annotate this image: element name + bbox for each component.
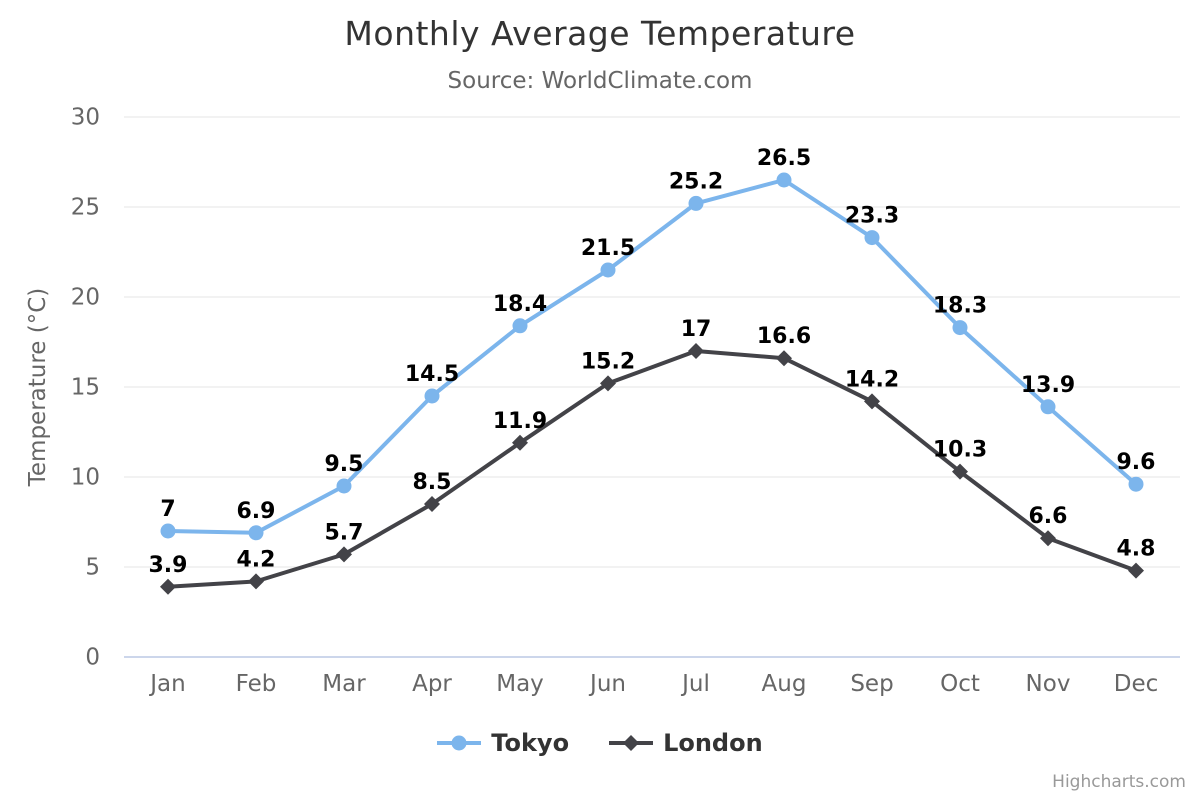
x-axis-label: Apr — [412, 671, 452, 697]
legend-item-tokyo[interactable]: Tokyo — [437, 729, 569, 757]
legend-label-london: London — [663, 729, 763, 757]
data-label-tokyo: 9.5 — [325, 452, 364, 477]
x-axis-label: Sep — [850, 671, 893, 697]
data-point-marker-london[interactable] — [512, 434, 528, 451]
y-axis-title: Temperature (°C) — [25, 287, 51, 487]
legend-item-london[interactable]: London — [609, 729, 763, 757]
data-label-london: 14.2 — [845, 367, 899, 392]
x-axis-label: Jan — [148, 671, 185, 697]
x-axis-label: Nov — [1026, 671, 1071, 697]
data-point-marker-london[interactable] — [600, 375, 616, 392]
data-label-london: 6.6 — [1029, 504, 1068, 529]
data-point-marker-tokyo[interactable] — [512, 318, 528, 334]
data-label-london: 8.5 — [413, 470, 452, 495]
data-point-marker-tokyo[interactable] — [424, 388, 440, 404]
data-label-tokyo: 18.3 — [933, 294, 987, 319]
data-point-marker-london[interactable] — [952, 463, 968, 480]
y-axis-tick-label: 15 — [71, 375, 100, 401]
y-axis-tick-label: 20 — [71, 285, 100, 311]
data-point-marker-tokyo[interactable] — [600, 262, 616, 278]
data-label-london: 4.2 — [237, 547, 276, 572]
data-point-marker-london[interactable] — [160, 578, 176, 595]
data-point-marker-london[interactable] — [776, 350, 792, 367]
data-label-tokyo: 23.3 — [845, 204, 899, 229]
x-axis-label: Mar — [322, 671, 366, 697]
data-point-marker-london[interactable] — [336, 546, 352, 563]
data-label-london: 11.9 — [493, 409, 547, 434]
y-axis-tick-label: 30 — [71, 105, 100, 131]
x-axis-label: May — [496, 671, 544, 697]
data-label-tokyo: 26.5 — [757, 146, 811, 171]
data-point-marker-tokyo[interactable] — [864, 230, 880, 246]
legend: Tokyo London — [0, 729, 1200, 757]
y-axis-tick-label: 0 — [85, 645, 100, 671]
chart-subtitle: Source: WorldClimate.com — [447, 68, 753, 94]
tokyo-legend-marker-icon — [437, 735, 482, 751]
y-axis-tick-label: 10 — [71, 465, 100, 491]
series-line-tokyo[interactable] — [166, 178, 1138, 535]
data-label-tokyo: 7 — [160, 497, 175, 522]
chart-title: Monthly Average Temperature — [344, 14, 856, 53]
y-axis-tick-label: 5 — [85, 555, 100, 581]
data-point-marker-tokyo[interactable] — [1128, 476, 1144, 492]
data-label-tokyo: 13.9 — [1021, 373, 1075, 398]
data-label-london: 3.9 — [149, 553, 188, 578]
data-point-marker-london[interactable] — [1040, 530, 1056, 547]
data-label-tokyo: 14.5 — [405, 362, 459, 387]
data-label-tokyo: 6.9 — [237, 499, 276, 524]
data-label-london: 17 — [681, 317, 712, 342]
data-label-tokyo: 18.4 — [493, 292, 547, 317]
data-point-marker-tokyo[interactable] — [1040, 399, 1056, 415]
data-label-london: 10.3 — [933, 438, 987, 463]
data-point-marker-london[interactable] — [248, 573, 264, 590]
x-axis-label: Feb — [236, 671, 277, 697]
data-label-london: 16.6 — [757, 324, 811, 349]
data-label-tokyo: 9.6 — [1117, 450, 1156, 475]
x-axis-label: Jun — [588, 671, 626, 697]
x-axis-label: Oct — [940, 671, 980, 697]
data-point-marker-tokyo[interactable] — [160, 523, 176, 539]
data-point-marker-london[interactable] — [688, 343, 704, 359]
data-point-marker-tokyo[interactable] — [688, 195, 704, 211]
data-label-tokyo: 25.2 — [669, 169, 723, 194]
x-axis-label: Aug — [762, 671, 807, 697]
data-label-london: 4.8 — [1117, 537, 1156, 562]
data-point-marker-tokyo[interactable] — [776, 172, 792, 188]
london-legend-marker-icon — [609, 735, 654, 751]
series-line-london[interactable] — [166, 349, 1138, 589]
data-label-tokyo: 21.5 — [581, 236, 635, 261]
data-point-marker-tokyo[interactable] — [248, 525, 264, 541]
highcharts-credits-link[interactable]: Highcharts.com — [1052, 772, 1186, 792]
data-point-marker-london[interactable] — [864, 393, 880, 410]
data-point-marker-tokyo[interactable] — [336, 478, 352, 494]
data-label-london: 5.7 — [325, 520, 364, 545]
data-point-marker-london[interactable] — [424, 496, 440, 512]
y-axis-tick-label: 25 — [71, 195, 100, 221]
legend-label-tokyo: Tokyo — [491, 729, 570, 757]
data-label-london: 15.2 — [581, 349, 635, 374]
data-point-marker-tokyo[interactable] — [952, 320, 968, 336]
x-axis-label: Jul — [680, 671, 710, 697]
x-axis-label: Dec — [1114, 671, 1159, 697]
data-point-marker-london[interactable] — [1128, 562, 1144, 579]
